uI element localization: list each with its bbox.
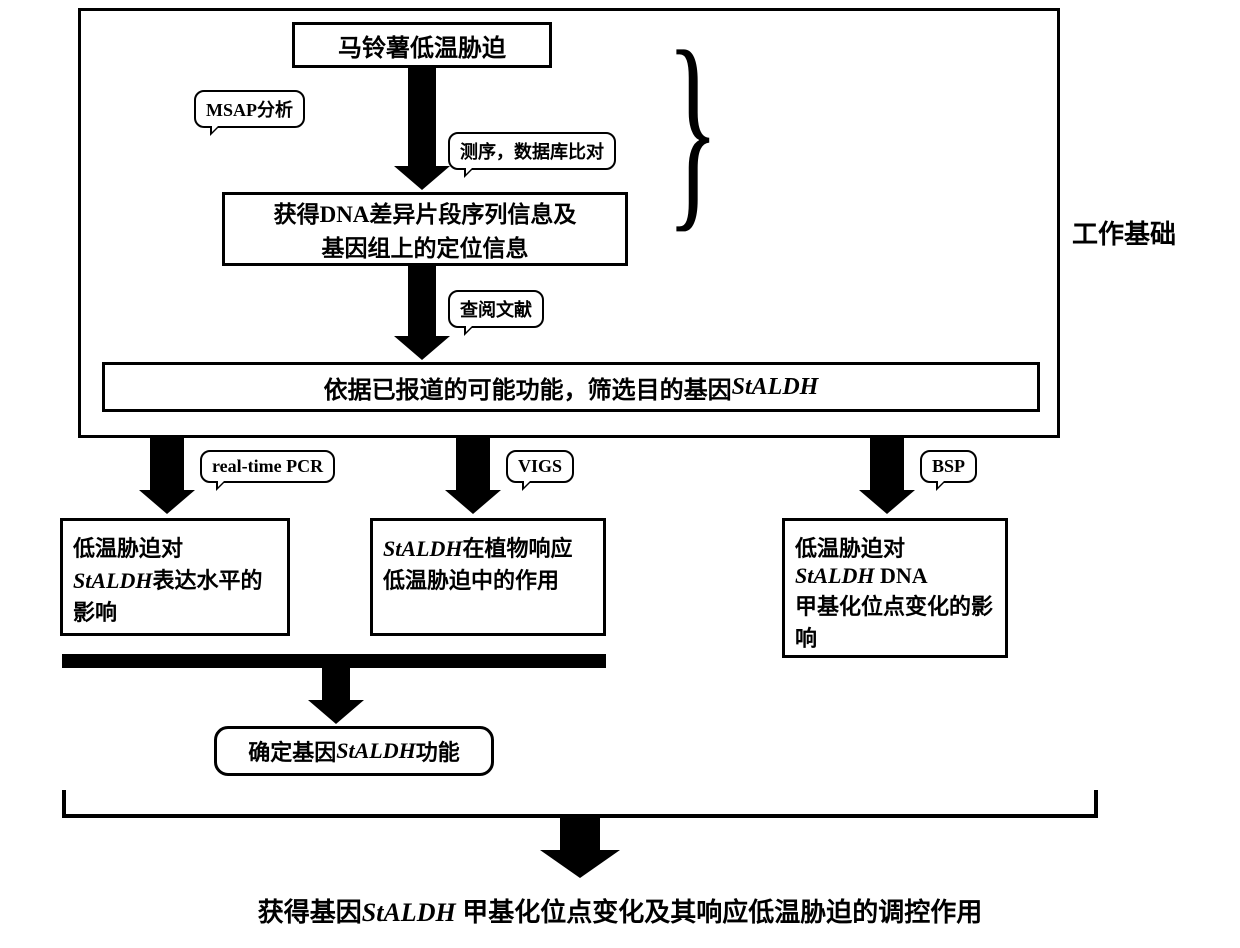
callout-seq: 测序，数据库比对 xyxy=(448,132,616,170)
confirm-box: 确定基因 StALDH 功能 xyxy=(214,726,494,776)
rr-post: 甲基化位点变化的影响 xyxy=(795,594,993,651)
callout-pcr: real-time PCR xyxy=(200,450,335,483)
brace: } xyxy=(666,18,719,238)
wide-box-gene: StALDH xyxy=(732,374,819,401)
rl-gene: StALDH xyxy=(73,568,152,593)
cf-gene: StALDH xyxy=(336,738,415,764)
arrow-2 xyxy=(408,266,436,338)
top-box: 马铃薯低温胁迫 xyxy=(292,22,552,68)
fn-gene: StALDH xyxy=(362,898,456,927)
mid-box: 获得DNA差异片段序列信息及 基因组上的定位信息 xyxy=(222,192,628,266)
callout-lit: 查阅文献 xyxy=(448,290,544,328)
rr-gene: StALDH xyxy=(795,563,874,588)
wide-box: 依据已报道的可能功能，筛选目的基因 StALDH xyxy=(102,362,1040,412)
rl-pre: 低温胁迫对 xyxy=(73,536,183,561)
arrow-right xyxy=(870,438,904,492)
side-label: 工作基础 xyxy=(1072,214,1176,251)
arrow-1 xyxy=(408,68,436,168)
arrow-mid xyxy=(456,438,490,492)
rr-pre: 低温胁迫对 xyxy=(795,536,905,561)
rm-gene: StALDH xyxy=(383,536,462,561)
fn-post: 甲基化位点变化及其响应低温胁迫的调控作用 xyxy=(456,898,983,927)
cf-pre: 确定基因 xyxy=(248,735,336,767)
fn-pre: 获得基因 xyxy=(258,898,362,927)
cf-post: 功能 xyxy=(416,735,460,767)
callout-vigs: VIGS xyxy=(506,450,574,483)
arrow-final-head xyxy=(540,850,620,878)
result-right: 低温胁迫对 StALDH DNA 甲基化位点变化的影响 xyxy=(782,518,1008,658)
wide-box-text: 依据已报道的可能功能，筛选目的基因 xyxy=(324,370,732,405)
final-text: 获得基因StALDH 甲基化位点变化及其响应低温胁迫的调控作用 xyxy=(120,892,1120,929)
arrow-left xyxy=(150,438,184,492)
result-left: 低温胁迫对 StALDH表达水平的影响 xyxy=(60,518,290,636)
callout-bsp: BSP xyxy=(920,450,977,483)
rr-dna: DNA xyxy=(874,563,927,588)
result-mid: StALDH在植物响应低温胁迫中的作用 xyxy=(370,518,606,636)
bottom-bracket xyxy=(62,790,1098,818)
arrow-final xyxy=(560,818,600,852)
callout-msap: MSAP分析 xyxy=(194,90,305,128)
join-bar xyxy=(62,654,606,668)
arrow-join xyxy=(322,668,350,702)
